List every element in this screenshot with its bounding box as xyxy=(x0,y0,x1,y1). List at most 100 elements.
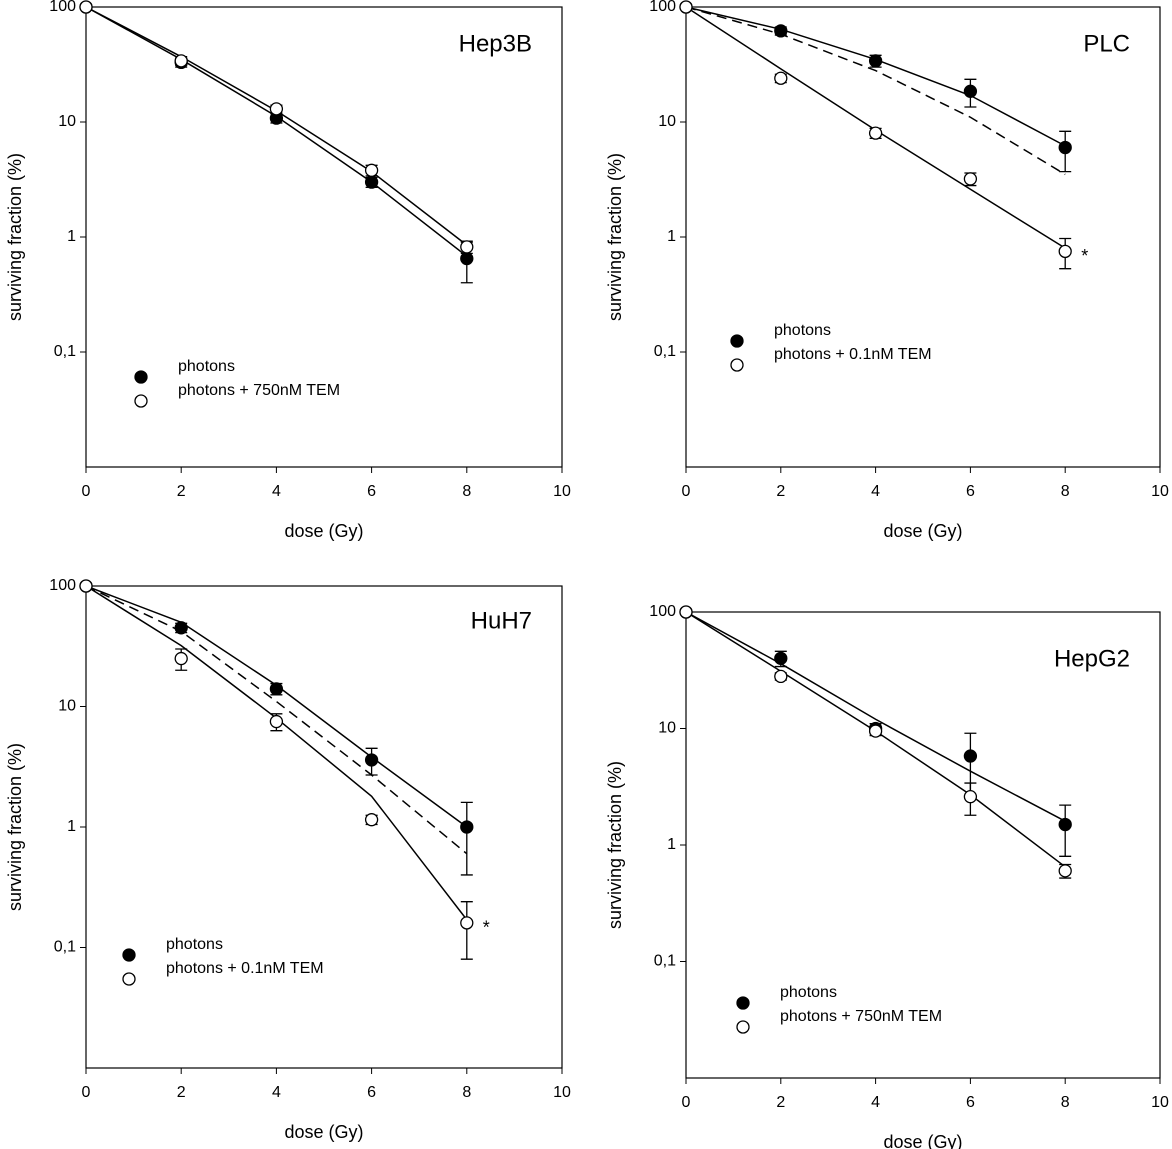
data-point xyxy=(774,71,788,85)
y-axis-label: surviving fraction (%) xyxy=(5,743,25,911)
y-tick-label: 0,1 xyxy=(654,343,676,360)
panel-title: HepG2 xyxy=(1054,645,1130,672)
legend-marker xyxy=(122,948,136,962)
data-point xyxy=(460,240,474,254)
legend-marker xyxy=(730,358,744,372)
fit-line xyxy=(85,6,468,257)
x-tick-label: 4 xyxy=(871,1094,880,1111)
y-tick-label: 1 xyxy=(67,818,76,835)
panel-title: HuH7 xyxy=(471,607,532,634)
legend-marker xyxy=(134,394,148,408)
x-tick-label: 6 xyxy=(966,483,975,500)
x-tick-label: 6 xyxy=(367,1084,376,1101)
x-tick-label: 10 xyxy=(1151,483,1169,500)
fit-line xyxy=(685,6,1066,147)
data-point xyxy=(269,102,284,116)
x-tick-label: 2 xyxy=(177,1084,186,1101)
fit-line xyxy=(85,6,468,246)
data-point xyxy=(774,651,788,666)
x-tick-label: 2 xyxy=(177,483,186,500)
x-tick-label: 10 xyxy=(553,1084,571,1101)
y-tick-label: 1 xyxy=(667,836,676,853)
y-tick-label: 0,1 xyxy=(54,343,76,360)
plot-frame xyxy=(685,6,1161,468)
data-point xyxy=(364,813,379,827)
data-point xyxy=(79,0,93,14)
legend-label: photons xyxy=(774,322,831,339)
y-tick-label: 10 xyxy=(58,113,76,130)
legend-label: photons + 750nM TEM xyxy=(178,382,340,399)
data-point xyxy=(174,651,188,666)
y-tick-label: 10 xyxy=(658,720,676,737)
x-tick-label: 0 xyxy=(682,483,691,500)
y-tick-label: 0,1 xyxy=(54,939,76,956)
data-point xyxy=(963,172,978,186)
fit-line xyxy=(85,585,468,855)
y-tick-label: 100 xyxy=(649,603,676,620)
error-bar xyxy=(460,901,473,960)
x-tick-label: 8 xyxy=(1061,1094,1070,1111)
data-point xyxy=(1058,864,1072,878)
y-axis-label: surviving fraction (%) xyxy=(605,761,625,929)
data-point xyxy=(460,820,474,834)
legend-marker xyxy=(134,370,148,384)
x-tick-label: 4 xyxy=(272,1084,281,1101)
x-axis-label: dose (Gy) xyxy=(883,521,962,541)
x-tick-label: 6 xyxy=(367,483,376,500)
panel-title: PLC xyxy=(1083,30,1130,57)
y-axis-label: surviving fraction (%) xyxy=(605,153,625,321)
x-tick-label: 8 xyxy=(462,483,471,500)
x-tick-label: 10 xyxy=(1151,1094,1169,1111)
data-point xyxy=(679,0,693,14)
data-point xyxy=(774,669,788,684)
data-point xyxy=(460,916,474,930)
x-tick-label: 4 xyxy=(871,483,880,500)
plot-frame xyxy=(85,585,563,1069)
legend-marker xyxy=(730,334,744,348)
y-tick-label: 0,1 xyxy=(654,953,676,970)
error-bar xyxy=(460,801,473,876)
x-tick-label: 8 xyxy=(462,1084,471,1101)
data-point xyxy=(269,682,284,696)
data-point xyxy=(868,54,883,68)
y-tick-label: 100 xyxy=(649,0,676,15)
fit-line xyxy=(85,585,468,921)
data-point xyxy=(1058,140,1072,155)
x-tick-label: 0 xyxy=(82,1084,91,1101)
data-point xyxy=(1058,244,1072,259)
x-tick-label: 8 xyxy=(1061,483,1070,500)
legend-label: photons xyxy=(166,936,223,953)
y-tick-label: 100 xyxy=(49,577,76,594)
x-tick-label: 10 xyxy=(553,483,571,500)
data-point xyxy=(868,126,883,140)
data-point xyxy=(963,790,978,804)
data-point xyxy=(963,749,978,763)
data-point xyxy=(364,163,379,177)
fit-line xyxy=(685,611,1066,868)
panel-title: Hep3B xyxy=(459,30,532,57)
fit-line xyxy=(685,6,1066,176)
data-point xyxy=(963,84,978,98)
fit-line xyxy=(685,611,1066,822)
x-axis-label: dose (Gy) xyxy=(284,521,363,541)
data-point xyxy=(79,579,93,593)
legend-marker xyxy=(122,972,136,986)
legend-marker xyxy=(736,1020,750,1034)
data-point xyxy=(774,24,788,38)
data-point xyxy=(1058,817,1072,832)
legend-label: photons + 750nM TEM xyxy=(780,1008,942,1025)
y-tick-label: 10 xyxy=(658,113,676,130)
legend-label: photons xyxy=(780,984,837,1001)
x-tick-label: 0 xyxy=(82,483,91,500)
data-point xyxy=(364,753,379,767)
legend-label: photons + 0.1nM TEM xyxy=(774,346,932,363)
x-tick-label: 0 xyxy=(682,1094,691,1111)
data-point xyxy=(364,175,379,189)
data-point xyxy=(174,54,188,68)
legend-marker xyxy=(736,996,750,1010)
y-tick-label: 100 xyxy=(49,0,76,15)
x-tick-label: 4 xyxy=(272,483,281,500)
data-point xyxy=(460,251,474,266)
y-axis-label: surviving fraction (%) xyxy=(5,153,25,321)
